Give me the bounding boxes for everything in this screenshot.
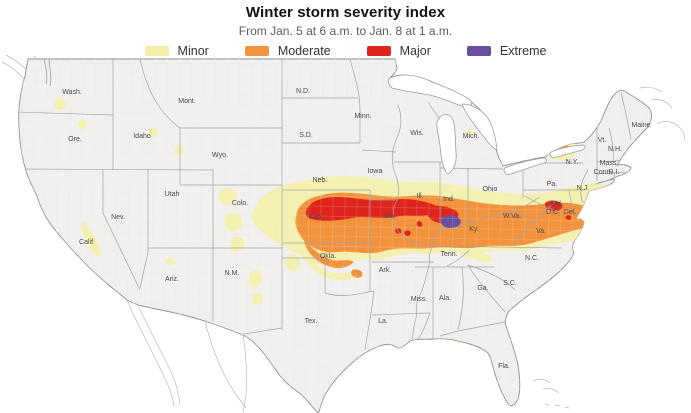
legend-item-extreme: Extreme xyxy=(466,44,547,58)
lake-michigan xyxy=(436,114,457,175)
mexico-mainland-lines xyxy=(204,321,248,413)
legend-item-major: Major xyxy=(366,44,431,58)
bahamas-islands xyxy=(532,378,570,409)
state-borders xyxy=(18,59,632,351)
county-grid-overlay xyxy=(18,59,652,412)
lake-superior xyxy=(387,74,472,107)
foreign-coastlines xyxy=(1,54,685,413)
great-lakes xyxy=(43,58,586,176)
legend-label-minor: Minor xyxy=(177,44,209,58)
page-title: Winter storm severity index xyxy=(245,4,446,21)
legend-swatch-major xyxy=(366,46,391,56)
lake-erie xyxy=(503,157,547,176)
legend-item-moderate: Moderate xyxy=(244,44,331,58)
legend-label-major: Major xyxy=(399,44,431,58)
canada-maritimes-coast xyxy=(600,86,685,141)
legend-swatch-extreme xyxy=(466,46,491,56)
puget-sound xyxy=(43,58,52,87)
legend-label-extreme: Extreme xyxy=(499,44,547,58)
lake-ontario xyxy=(549,144,586,159)
severity-legend: Minor Moderate Major Extreme xyxy=(0,44,691,58)
lake-huron xyxy=(461,103,498,151)
legend-swatch-moderate xyxy=(244,46,269,56)
header: Winter storm severity index From Jan. 5 … xyxy=(0,0,691,58)
page-subtitle: From Jan. 5 at 6 a.m. to Jan. 8 at 1 a.m… xyxy=(238,24,453,38)
legend-label-moderate: Moderate xyxy=(277,44,331,58)
severity-layers xyxy=(18,59,652,412)
legend-item-minor: Minor xyxy=(144,44,209,58)
baja-california-coast xyxy=(126,299,181,408)
legend-swatch-minor xyxy=(144,46,169,56)
